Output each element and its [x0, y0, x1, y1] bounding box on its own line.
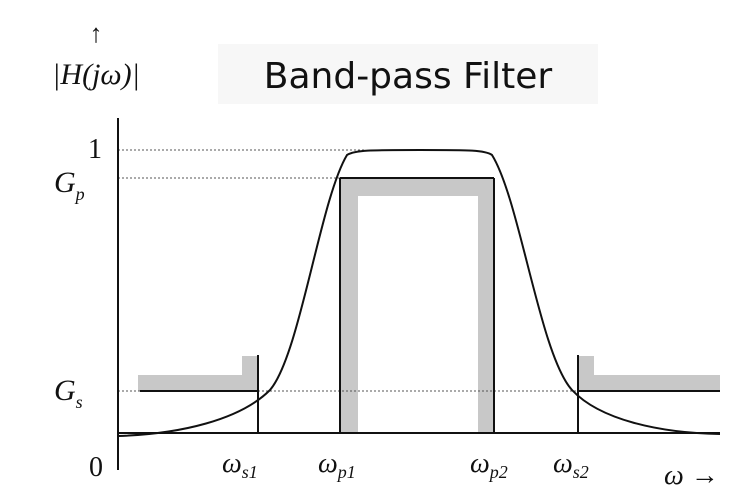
stopband-shade-right-riser	[578, 356, 594, 391]
shaded-tolerance-regions	[138, 178, 720, 433]
x-tick-wp1: ωp1	[318, 448, 356, 482]
stopband-shade-right	[578, 375, 720, 391]
y-axis-arrow: ↑	[90, 19, 103, 48]
origin-label: 0	[89, 452, 103, 483]
passband-shade-left	[340, 178, 358, 433]
title: Band-pass Filter	[264, 56, 553, 97]
guide-lines	[118, 149, 578, 392]
y-tick-one: 1	[88, 134, 102, 165]
x-axis-label: ω →	[664, 460, 719, 491]
y-tick-gs: Gs	[54, 374, 83, 412]
y-tick-gp: Gp	[54, 166, 85, 204]
x-tick-ws1: ωs1	[222, 448, 258, 482]
title-box	[218, 44, 598, 104]
axes	[117, 118, 720, 470]
x-tick-ws2: ωs2	[553, 448, 589, 482]
spec-lines	[140, 177, 720, 433]
x-tick-wp2: ωp2	[470, 448, 508, 482]
magnitude-response-curve	[117, 149, 721, 437]
stopband-shade-left	[138, 375, 258, 391]
stopband-shade-left-riser	[242, 356, 258, 391]
passband-shade-top	[340, 178, 494, 196]
passband-shade-right	[478, 178, 494, 433]
y-axis-label: |H(jω)|	[52, 58, 140, 91]
